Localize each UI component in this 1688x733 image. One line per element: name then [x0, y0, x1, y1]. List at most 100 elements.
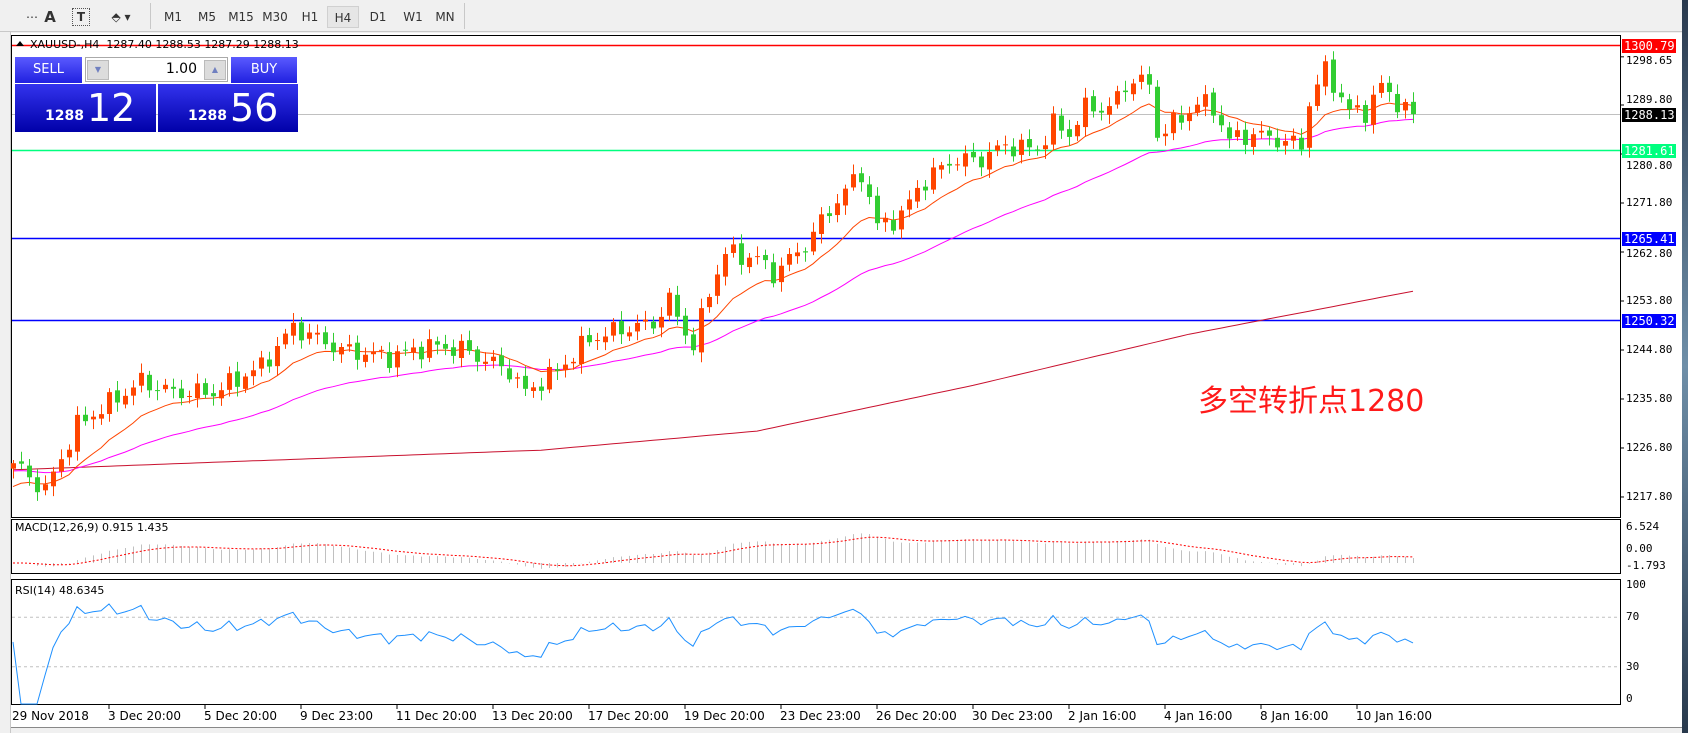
lot-size-field[interactable]: ▼ 1.00 ▲: [85, 57, 228, 82]
arrows-dropdown-icon[interactable]: ⬘ ▾: [111, 10, 131, 24]
timeframe-h4[interactable]: H4: [327, 6, 359, 28]
rsi-axis-0: 0: [1626, 692, 1633, 705]
timeframe-d1[interactable]: D1: [369, 10, 387, 24]
candle-body: [1163, 133, 1168, 137]
candle: [1299, 128, 1304, 156]
macd-axis-min: -1.793: [1626, 559, 1666, 572]
candle: [1115, 85, 1120, 109]
candle: [755, 246, 760, 265]
candle: [787, 247, 792, 272]
candle-body: [1091, 96, 1096, 112]
candle: [51, 466, 56, 497]
candle-body: [355, 342, 360, 360]
candle-body: [451, 347, 456, 356]
candle: [1211, 87, 1216, 123]
candle-body: [179, 388, 184, 399]
candle-body: [1155, 86, 1160, 138]
chart-window[interactable]: [11, 33, 1682, 728]
candle: [1027, 129, 1032, 156]
candle-body: [763, 255, 768, 261]
window-left-edge: [0, 32, 11, 733]
candle: [1035, 145, 1040, 156]
candle: [1315, 74, 1320, 111]
candle-body: [1147, 74, 1152, 85]
candle: [1267, 126, 1272, 146]
candle: [571, 357, 576, 370]
candle: [603, 327, 608, 351]
candle-body: [499, 355, 504, 367]
candle-body: [947, 163, 952, 166]
candle: [1411, 92, 1416, 124]
candle-body: [915, 187, 920, 202]
candle-body: [75, 414, 80, 452]
candle-body: [987, 151, 992, 170]
lot-decrease-icon[interactable]: ▼: [87, 60, 109, 80]
timeframe-mn[interactable]: MN: [435, 10, 455, 24]
candle-body: [651, 321, 656, 329]
candle-body: [1051, 113, 1056, 145]
candle: [547, 358, 552, 394]
candle: [1051, 106, 1056, 151]
candle-body: [1251, 134, 1256, 147]
candle: [1379, 75, 1384, 98]
candle: [323, 326, 328, 350]
buy-price-prefix: 1288: [188, 108, 227, 124]
candle-body: [27, 465, 32, 478]
lot-value[interactable]: 1.00: [165, 61, 197, 77]
candle-body: [523, 375, 528, 389]
candle: [795, 242, 800, 264]
candle-body: [1227, 127, 1232, 139]
candle-body: [1099, 110, 1104, 113]
candle-body: [107, 392, 112, 414]
annotation-text[interactable]: 多空转折点1280: [1198, 384, 1425, 419]
candle-body: [683, 315, 688, 336]
collapse-triangle-icon[interactable]: [16, 41, 24, 46]
candle-body: [515, 377, 520, 379]
candle-body: [587, 335, 592, 343]
candle-body: [539, 386, 544, 391]
candle-body: [563, 364, 568, 370]
timeframe-m5[interactable]: M5: [198, 10, 216, 24]
chart-title: XAUUSD-,H4 1287.40 1288.53 1287.29 1288.…: [30, 38, 299, 51]
price-axis-label: 1244.80: [1626, 342, 1673, 356]
timeframe-m15[interactable]: M15: [228, 10, 254, 24]
grid-fixed-icon[interactable]: ⋯: [26, 10, 38, 24]
timeframe-m30[interactable]: M30: [262, 10, 288, 24]
toolbar-separator: [464, 3, 465, 29]
buy-price-box[interactable]: 1288 56: [158, 84, 298, 132]
chart-tabs-bar[interactable]: [11, 727, 1682, 733]
timeframe-m1[interactable]: M1: [164, 10, 182, 24]
candle: [59, 449, 64, 478]
candle: [499, 347, 504, 376]
toolbar-separator: [150, 3, 151, 29]
candle-body: [331, 342, 336, 353]
candle-body: [835, 203, 840, 216]
text-label-icon[interactable]: T: [72, 8, 90, 26]
candle-body: [571, 361, 576, 364]
buy-button[interactable]: BUY: [231, 57, 297, 83]
candle: [579, 326, 584, 374]
candle: [675, 285, 680, 326]
candle-body: [1363, 104, 1368, 123]
timeframe-w1[interactable]: W1: [403, 10, 423, 24]
sell-button[interactable]: SELL: [15, 57, 82, 83]
candle-body: [1171, 113, 1176, 134]
candle-body: [291, 322, 296, 336]
candle-body: [595, 340, 600, 342]
candle-body: [755, 256, 760, 258]
candle-body: [611, 322, 616, 336]
lot-increase-icon[interactable]: ▲: [204, 60, 226, 80]
sell-price-box[interactable]: 1288 12: [15, 84, 156, 132]
price-axis-label: 1298.65: [1626, 53, 1673, 67]
timeframe-h1[interactable]: H1: [301, 10, 319, 24]
text-icon[interactable]: A: [44, 8, 56, 26]
candle-body: [59, 459, 64, 472]
time-axis-label: 10 Jan 16:00: [1356, 709, 1432, 723]
candle: [779, 257, 784, 292]
price-axis-label: 1271.80: [1626, 196, 1673, 209]
candle-body: [883, 217, 888, 223]
rsi-axis-100: 100: [1626, 578, 1646, 591]
candle: [171, 378, 176, 399]
candle-body: [235, 371, 240, 387]
